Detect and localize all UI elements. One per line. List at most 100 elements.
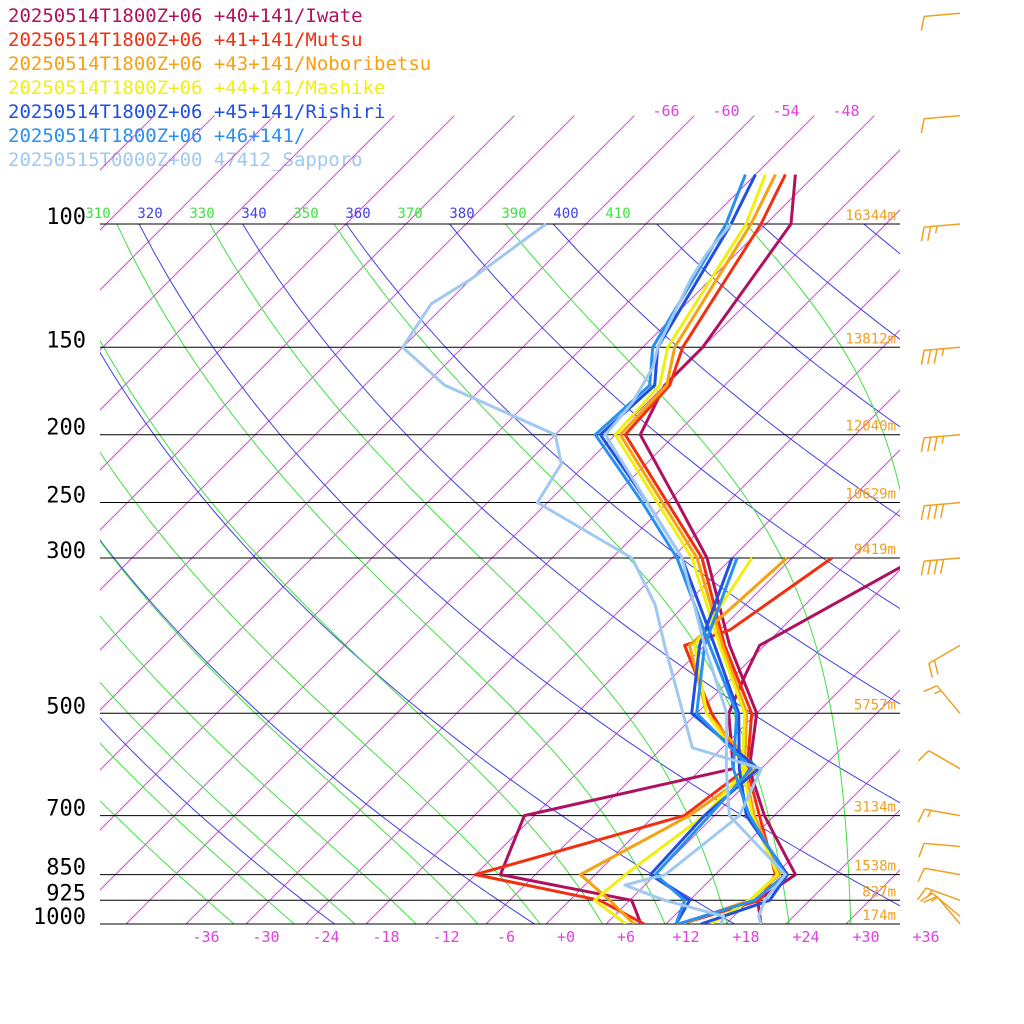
wind-barb-flag [927, 349, 932, 365]
moist-adiabat-line [100, 451, 541, 924]
moist-adiabat-line [100, 540, 479, 924]
dry-adiabat-line [967, 224, 1024, 939]
isotherm-line [665, 689, 900, 924]
temperature-tick-label: +0 [557, 928, 575, 946]
temperature-tick-label: -6 [497, 928, 515, 946]
dry-adiabat-line [100, 539, 536, 924]
wind-barb-staff [924, 867, 961, 876]
series-temperature-line [613, 174, 779, 924]
isotherm-line [100, 115, 755, 771]
isotherm-line [425, 449, 900, 924]
wind-barb-flag [927, 505, 932, 520]
isotherm-line [365, 389, 900, 924]
pressure-label: 100 [46, 205, 86, 230]
height-label: 9419m [854, 542, 896, 558]
isotherm-line [725, 749, 900, 924]
pressure-label: 300 [46, 539, 86, 564]
wind-barb-flag [927, 437, 932, 452]
temperature-tick-label: -24 [312, 928, 339, 946]
wind-barb-flag [933, 349, 938, 364]
legend-entry: 20250514T1800Z+06 +46+141/ [8, 125, 306, 147]
isotherm-line [100, 115, 455, 471]
theta-label: 340 [241, 206, 266, 222]
isotherm-line [305, 329, 900, 924]
pressure-label: 1000 [33, 905, 86, 930]
legend-entry: 20250514T1800Z+06 +44+141/Mashike [8, 77, 386, 99]
moist-adiabat-lines [100, 223, 900, 924]
wind-barb-flag [920, 350, 925, 365]
height-label: 16344m [845, 208, 896, 224]
isotherm-line [245, 269, 900, 924]
wind-barb-staff [924, 501, 961, 507]
legend-entry: 20250514T1800Z+06 +41+141/Mutsu [8, 29, 363, 51]
dry-adiabat-line [138, 223, 900, 907]
wind-barb [920, 557, 961, 576]
wind-barb-half-flag [934, 225, 938, 234]
wind-barb [920, 501, 961, 521]
isobar-lines [100, 223, 900, 925]
wind-barb-flag [917, 750, 930, 762]
wind-barb-flag [933, 436, 938, 452]
upper-isotherm-label: -54 [772, 102, 799, 120]
height-label: 5757m [854, 697, 896, 713]
wind-barb-staff [924, 12, 961, 18]
upper-isotherm-label: -60 [712, 102, 739, 120]
series-dewpoint-line [653, 557, 753, 924]
series-dewpoint-line [578, 556, 789, 924]
moist-adiabat-line [100, 800, 235, 924]
theta-label: 380 [449, 206, 474, 222]
temperature-tick-label: -12 [432, 928, 459, 946]
wind-barb-staff [936, 685, 961, 714]
wind-barb-staff [931, 892, 961, 917]
isotherm-line [966, 116, 1024, 924]
theta-label: 400 [553, 206, 578, 222]
legend-entry: 20250514T1800Z+06 +45+141/Rishiri [8, 101, 386, 123]
wind-barb [917, 867, 961, 882]
axis-labels: 100 16344m 150 13812m 200 12040m 250 10629m 300 9… [33, 102, 940, 946]
wind-barb-flag [918, 843, 925, 858]
wind-barb [918, 842, 961, 858]
height-label: 174m [862, 908, 896, 924]
wind-barb-staff [924, 346, 961, 352]
wind-barb [917, 750, 961, 770]
series-temperature-line [603, 223, 787, 924]
wind-barb-flag [920, 437, 925, 453]
wind-barb-staff [924, 842, 961, 848]
wind-barbs [916, 12, 961, 925]
dry-adiabat-line [345, 223, 900, 705]
wind-barb-half-flag [941, 435, 945, 444]
wind-barb [920, 12, 961, 31]
dry-adiabat-line [552, 223, 900, 518]
wind-barb [928, 644, 961, 678]
wind-barb-flag [917, 808, 926, 823]
wind-barb-flag [923, 895, 938, 904]
wind-barb [920, 223, 961, 242]
temperature-tick-label: +6 [617, 928, 635, 946]
temperature-tick-label: +18 [732, 928, 759, 946]
temperature-tick-label: -36 [192, 928, 219, 946]
upper-isotherm-label: -48 [832, 102, 859, 120]
sounding-series [401, 173, 900, 924]
isotherm-line [785, 809, 900, 924]
wind-barb-flag [939, 559, 945, 574]
moist-adiabat-line [100, 681, 356, 924]
wind-barb-half-flag [927, 889, 933, 897]
wind-barb-flag [939, 503, 945, 519]
moist-adiabat-line [505, 223, 852, 924]
theta-label: 310 [85, 206, 110, 222]
wind-barb [920, 433, 961, 453]
temperature-tick-label: +30 [852, 928, 879, 946]
wind-barb-flag [919, 892, 933, 902]
wind-barb-half-flag [930, 896, 938, 903]
isotherm-line [100, 115, 635, 651]
isotherm-line [100, 115, 575, 591]
series-temperature-line [638, 174, 797, 924]
wind-barb [923, 685, 961, 714]
theta-label: 330 [189, 206, 214, 222]
wind-barb-flag [917, 867, 926, 882]
temperature-tick-label: -30 [252, 928, 279, 946]
theta-label: 390 [501, 206, 526, 222]
wind-barb-flag [916, 887, 927, 901]
dry-adiabat-lines [100, 223, 1024, 939]
isotherm-line [125, 149, 900, 924]
